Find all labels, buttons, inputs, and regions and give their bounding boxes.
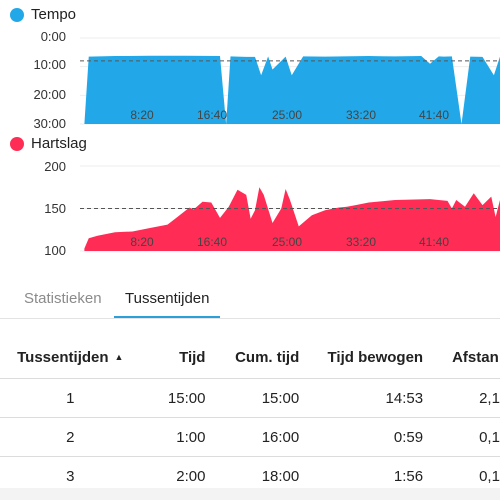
split-number: 1: [0, 378, 141, 418]
hartslag-x-tick: 25:00: [271, 235, 303, 249]
tempo-x-tick: 33:20: [345, 108, 377, 122]
tab-statistieken[interactable]: Statistieken: [24, 290, 102, 307]
tempo-y-tick: 10:00: [33, 57, 66, 72]
table-header-row: Tussentijden ▲ Tijd Cum. tijd Tijd bewoge…: [0, 336, 500, 379]
active-tab-indicator: [114, 316, 220, 318]
tempo-y-tick: 30:00: [33, 116, 66, 131]
split-moving-time: 0:59: [299, 417, 424, 457]
hartslag-chart[interactable]: [80, 165, 500, 252]
split-moving-time: 14:53: [299, 378, 424, 418]
column-header-label: Tussentijden: [17, 348, 109, 366]
tempo-area: [84, 55, 500, 125]
hartslag-y-tick: 200: [44, 159, 66, 174]
split-distance: 0,1: [423, 417, 500, 457]
tempo-x-tick: 25:00: [271, 108, 303, 122]
tab-bar: Statistieken Tussentijden: [0, 278, 500, 319]
tempo-legend-dot: [10, 7, 24, 22]
table-row[interactable]: 1 15:00 15:00 14:53 2,1: [0, 378, 500, 418]
sort-ascending-icon[interactable]: ▲: [114, 351, 124, 362]
tempo-y-tick: 0:00: [40, 29, 66, 44]
split-distance: 2,1: [423, 378, 500, 418]
split-time: 15:00: [140, 378, 206, 418]
tempo-x-tick: 16:40: [196, 108, 228, 122]
column-header-afstand[interactable]: Afstan: [452, 348, 499, 366]
hartslag-x-tick: 41:40: [418, 235, 450, 249]
hartslag-x-tick: 33:20: [345, 235, 377, 249]
tempo-x-tick: 8:20: [130, 108, 154, 122]
column-header-cum-tijd[interactable]: Cum. tijd: [235, 348, 300, 366]
hartslag-legend-dot: [10, 136, 24, 151]
table-row[interactable]: 2 1:00 16:00 0:59 0,1: [0, 417, 500, 457]
charts-canvas: [80, 37, 500, 252]
hartslag-x-tick: 16:40: [196, 235, 228, 249]
tempo-x-tick: 41:40: [418, 108, 450, 122]
tempo-legend[interactable]: Tempo: [10, 6, 76, 23]
column-header-tijd[interactable]: Tijd: [179, 348, 206, 366]
column-header-tussentijden[interactable]: Tussentijden ▲: [0, 336, 141, 379]
hartslag-y-tick: 150: [44, 201, 66, 216]
tempo-legend-label: Tempo: [31, 6, 77, 23]
tempo-chart[interactable]: [80, 37, 500, 125]
column-header-tijd-bewogen[interactable]: Tijd bewogen: [327, 348, 424, 366]
hartslag-area: [84, 187, 500, 251]
tab-tussentijden[interactable]: Tussentijden: [125, 290, 210, 307]
splits-table: Tussentijden ▲ Tijd Cum. tijd Tijd bewoge…: [0, 336, 500, 495]
hartslag-x-tick: 8:20: [130, 235, 154, 249]
split-number: 2: [0, 417, 141, 457]
tempo-y-tick: 20:00: [33, 87, 66, 102]
hartslag-legend-label: Hartslag: [31, 135, 87, 152]
next-row-band: [0, 488, 500, 500]
split-cum-time: 16:00: [205, 417, 300, 457]
hartslag-legend[interactable]: Hartslag: [10, 135, 87, 152]
split-cum-time: 15:00: [205, 378, 300, 418]
hartslag-y-tick: 100: [44, 243, 66, 258]
split-time: 1:00: [140, 417, 206, 457]
